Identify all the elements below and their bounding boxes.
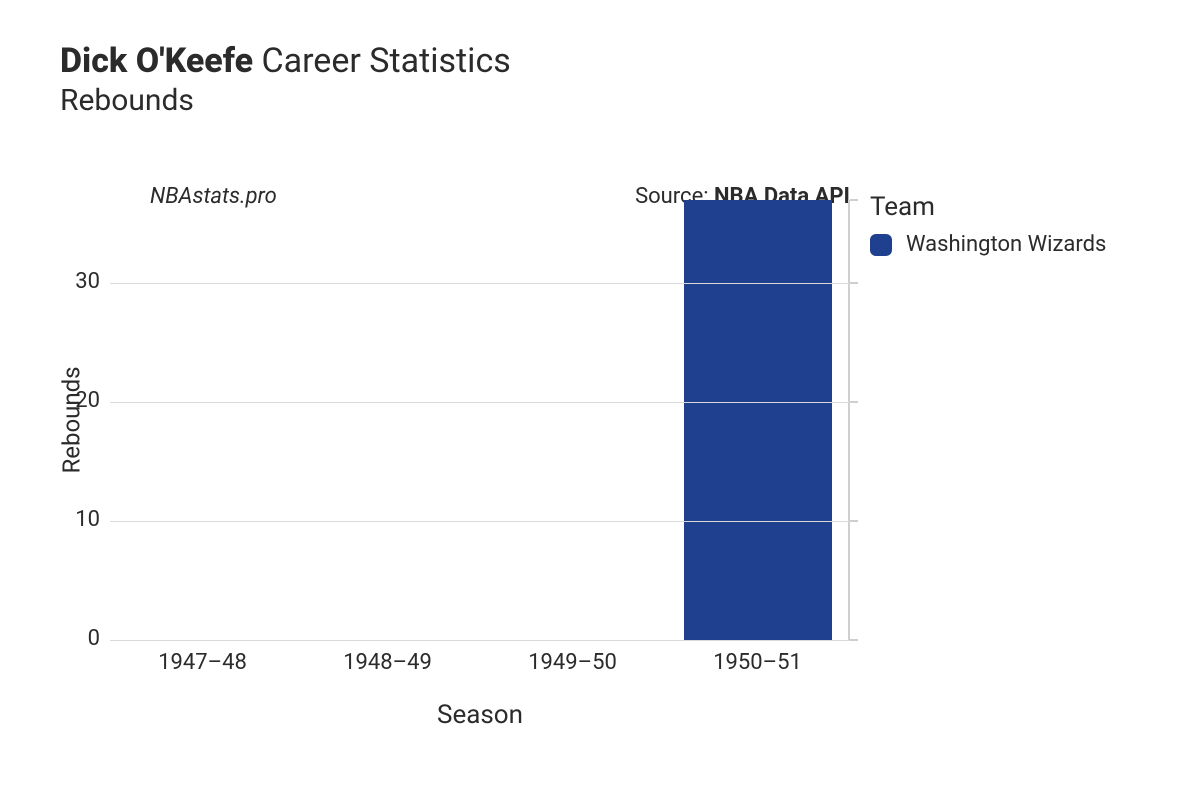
bars-layer bbox=[110, 200, 850, 640]
y-tick-mark bbox=[850, 282, 858, 284]
bar bbox=[684, 200, 832, 640]
chart-subtitle: Rebounds bbox=[60, 83, 1160, 118]
bar-slot bbox=[665, 200, 850, 640]
legend-swatch bbox=[870, 234, 892, 256]
legend-title: Team bbox=[870, 192, 1106, 222]
x-axis-label: Season bbox=[110, 700, 850, 730]
bar-slot bbox=[480, 200, 665, 640]
gridline bbox=[110, 402, 850, 403]
bar-slot bbox=[295, 200, 480, 640]
y-tick-label: 30 bbox=[50, 269, 100, 294]
y-tick-mark bbox=[850, 401, 858, 403]
y-tick-mark bbox=[850, 639, 858, 641]
legend-item: Washington Wizards bbox=[870, 232, 1106, 257]
x-tick-row: 1947–481948–491949–501950–51 bbox=[110, 642, 850, 682]
y-tick-label: 10 bbox=[50, 507, 100, 532]
title-suffix: Career Statistics bbox=[253, 41, 511, 81]
player-name: Dick O'Keefe bbox=[60, 41, 253, 81]
x-tick-label: 1950–51 bbox=[665, 650, 850, 675]
y-tick-mark bbox=[850, 520, 858, 522]
y-axis-label: Rebounds bbox=[58, 366, 86, 473]
gridline bbox=[110, 521, 850, 522]
gridline bbox=[110, 640, 850, 641]
x-tick-label: 1947–48 bbox=[110, 650, 295, 675]
plot-area: 0102030 bbox=[110, 200, 850, 640]
x-tick-label: 1948–49 bbox=[295, 650, 480, 675]
chart-container: Dick O'Keefe Career Statistics Rebounds … bbox=[0, 0, 1200, 800]
legend-label: Washington Wizards bbox=[906, 232, 1106, 257]
title-block: Dick O'Keefe Career Statistics Rebounds bbox=[60, 40, 1160, 118]
y-tick-label: 20 bbox=[50, 388, 100, 413]
y-tick-label: 0 bbox=[50, 626, 100, 651]
bar-slot bbox=[110, 200, 295, 640]
chart-title: Dick O'Keefe Career Statistics bbox=[60, 40, 1160, 83]
x-tick-label: 1949–50 bbox=[480, 650, 665, 675]
gridline bbox=[110, 283, 850, 284]
legend: Team Washington Wizards bbox=[870, 192, 1106, 257]
y-tick-mark bbox=[850, 199, 858, 201]
